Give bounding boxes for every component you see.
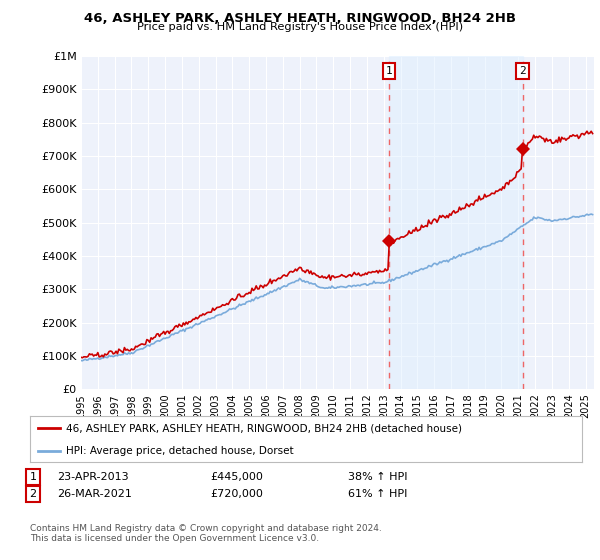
Text: 26-MAR-2021: 26-MAR-2021 [57, 489, 132, 499]
Text: £720,000: £720,000 [210, 489, 263, 499]
Text: 1: 1 [29, 472, 37, 482]
Text: 1: 1 [385, 66, 392, 76]
Text: 61% ↑ HPI: 61% ↑ HPI [348, 489, 407, 499]
Text: 2: 2 [519, 66, 526, 76]
Text: 38% ↑ HPI: 38% ↑ HPI [348, 472, 407, 482]
Text: HPI: Average price, detached house, Dorset: HPI: Average price, detached house, Dors… [66, 446, 293, 455]
Text: Price paid vs. HM Land Registry's House Price Index (HPI): Price paid vs. HM Land Registry's House … [137, 22, 463, 32]
Text: 46, ASHLEY PARK, ASHLEY HEATH, RINGWOOD, BH24 2HB: 46, ASHLEY PARK, ASHLEY HEATH, RINGWOOD,… [84, 12, 516, 25]
Text: 2: 2 [29, 489, 37, 499]
Text: 46, ASHLEY PARK, ASHLEY HEATH, RINGWOOD, BH24 2HB (detached house): 46, ASHLEY PARK, ASHLEY HEATH, RINGWOOD,… [66, 423, 462, 433]
Text: £445,000: £445,000 [210, 472, 263, 482]
Text: Contains HM Land Registry data © Crown copyright and database right 2024.
This d: Contains HM Land Registry data © Crown c… [30, 524, 382, 543]
Text: 23-APR-2013: 23-APR-2013 [57, 472, 128, 482]
Bar [389, 56, 523, 389]
